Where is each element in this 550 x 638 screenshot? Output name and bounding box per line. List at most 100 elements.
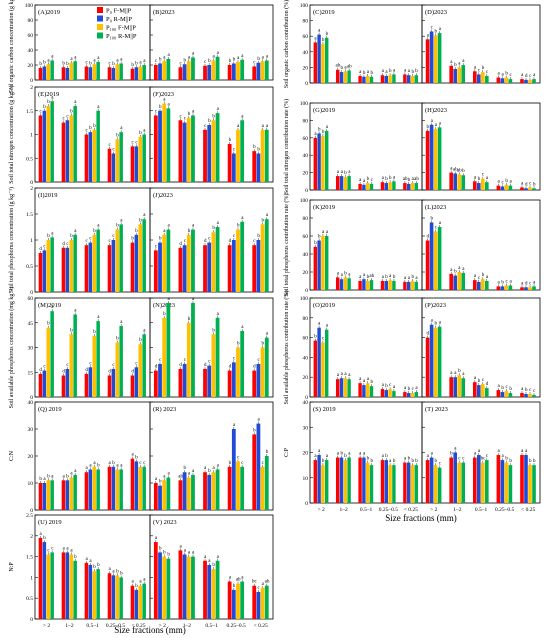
bar [46, 480, 51, 510]
bar [166, 558, 171, 619]
significance-letter: a [326, 324, 329, 329]
x-tick-label: 0.5–1 [86, 623, 99, 629]
bar [96, 62, 100, 80]
bar [42, 250, 47, 292]
bar [186, 322, 191, 397]
bar [119, 577, 123, 619]
significance-letter: d [62, 370, 65, 375]
bar [321, 136, 325, 190]
y-tick-label: 0.5 [26, 596, 33, 602]
y-tick-label: 100 [300, 101, 309, 107]
significance-letter: d [204, 363, 207, 368]
bar [50, 60, 54, 80]
y-tick-label: 10 [303, 476, 309, 482]
bar [433, 231, 438, 290]
bar [107, 375, 112, 397]
significance-letter: d [525, 281, 528, 286]
significance-letter: a [266, 332, 269, 337]
bar [182, 245, 187, 292]
significance-letter: b [257, 234, 260, 239]
bar [508, 185, 513, 190]
significance-letter: a [474, 452, 477, 457]
significance-letter: ab [369, 274, 374, 279]
significance-letter: a [474, 274, 477, 279]
bar [264, 219, 269, 292]
bar [339, 457, 344, 503]
significance-letter: a [163, 55, 166, 60]
significance-letter: b [344, 171, 347, 176]
bar [186, 234, 191, 292]
bar [500, 392, 505, 397]
significance-letter: a [337, 373, 340, 378]
bar [119, 224, 123, 292]
significance-letter: a [109, 567, 112, 572]
significance-letter: b [139, 218, 142, 223]
significance-letter: a [382, 454, 385, 459]
y-tick-label: 20 [303, 171, 309, 177]
significance-letter: c [233, 234, 236, 239]
bar [38, 537, 43, 619]
bar [485, 182, 489, 190]
bar [520, 287, 524, 290]
significance-letter: c [112, 148, 115, 153]
legend-label: P₀ R-M||P [106, 16, 132, 23]
bar [65, 480, 70, 510]
bar [453, 173, 457, 190]
significance-letter: c [458, 457, 461, 462]
significance-letter: a [163, 229, 166, 234]
significance-letter: b [212, 563, 215, 568]
y-tick-label: 40 [28, 400, 34, 406]
significance-letter: a [431, 452, 434, 457]
significance-letter: b [253, 428, 256, 433]
y-tick-label: 40 [28, 48, 34, 54]
significance-letter: c [510, 73, 513, 78]
bar [481, 279, 485, 290]
significance-letter: a [450, 60, 453, 65]
bar [69, 554, 74, 619]
significance-letter: b [340, 66, 343, 71]
significance-letter: b [93, 330, 96, 335]
legend-swatch [97, 32, 103, 39]
significance-letter: c [478, 276, 481, 281]
significance-letter: d [179, 242, 182, 247]
significance-letter: a [237, 124, 240, 129]
bar [186, 477, 191, 510]
significance-letter: a [408, 69, 411, 74]
bar [362, 385, 366, 397]
significance-letter: b [208, 469, 211, 474]
significance-letter: a [237, 56, 240, 61]
bar [231, 589, 236, 619]
significance-letter: b [326, 32, 329, 37]
bar [508, 79, 513, 83]
y-tick-label: 40 [303, 50, 309, 56]
significance-letter: b [233, 584, 236, 589]
bar [182, 554, 187, 619]
significance-letter: a [486, 176, 489, 181]
bar [227, 370, 232, 397]
y-tick-label: 60 [28, 33, 34, 39]
bar [472, 181, 477, 190]
y-tick-label: 0 [30, 180, 33, 186]
significance-letter: b [501, 386, 504, 391]
y-tick-label: 1.5 [26, 212, 33, 218]
significance-letter: a [412, 177, 415, 182]
significance-letter: c [257, 358, 260, 363]
bar [392, 391, 396, 397]
bar [343, 71, 348, 83]
bar [61, 375, 66, 397]
panel-label: (Q) 2019 [38, 406, 62, 413]
bar [215, 469, 220, 510]
bar [461, 272, 466, 290]
bar [231, 63, 236, 80]
significance-letter: b [70, 328, 73, 333]
bar [186, 556, 191, 619]
panel-label: (D)2023 [425, 9, 447, 16]
significance-letter: a [51, 55, 54, 60]
bar [362, 457, 366, 503]
significance-letter: d [85, 368, 88, 373]
significance-letter: a [266, 124, 269, 129]
bar [231, 429, 236, 510]
bar [406, 281, 411, 290]
bar [358, 75, 362, 83]
